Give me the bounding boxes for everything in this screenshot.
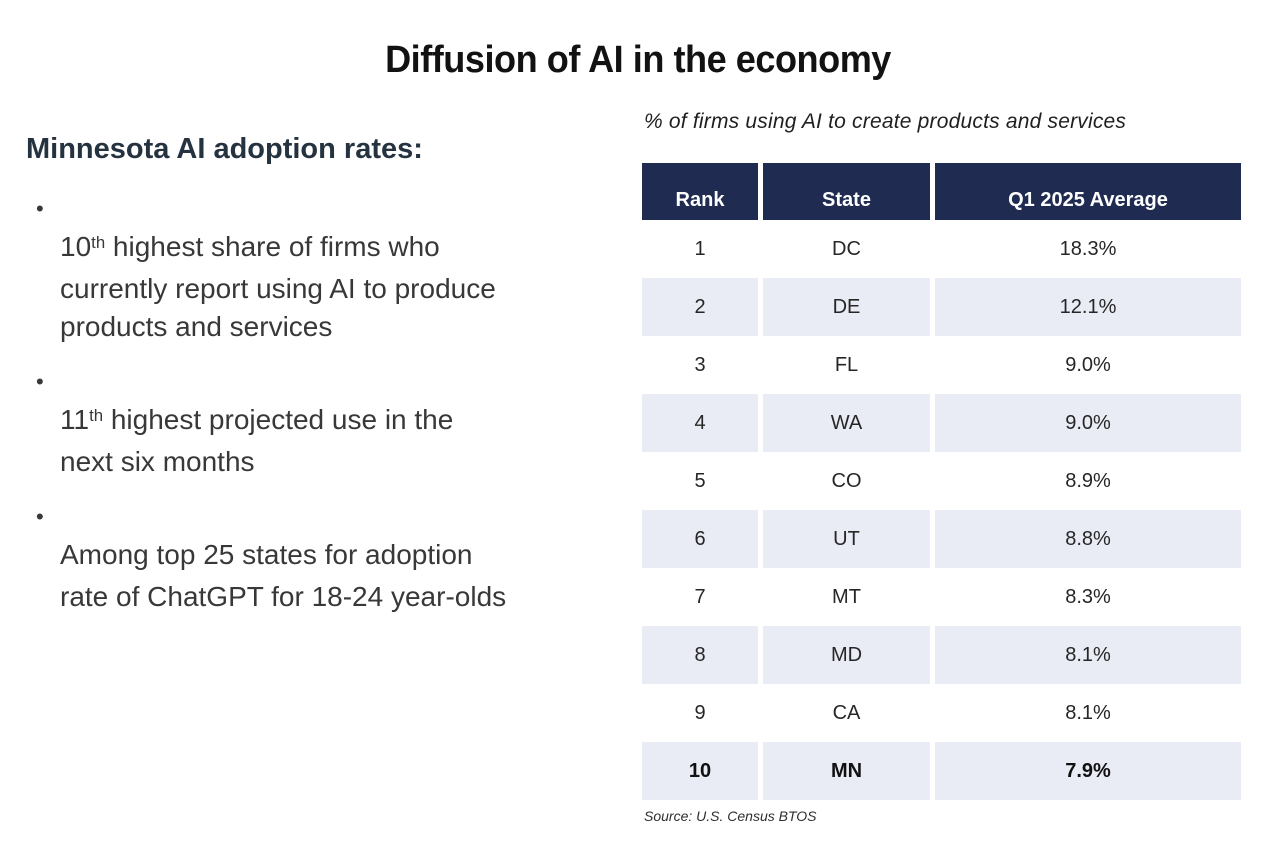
bullet-superscript: th bbox=[89, 405, 104, 425]
bullet-list: • 10th highest share of firms who current… bbox=[26, 190, 606, 616]
cell-rank: 2 bbox=[642, 278, 758, 336]
bullet-marker: • bbox=[36, 369, 44, 394]
table-caption: % of firms using AI to create products a… bbox=[644, 110, 1127, 133]
cell-rank: 3 bbox=[642, 336, 758, 394]
cell-state: MT bbox=[763, 568, 930, 626]
bullet-item: • Among top 25 states for adoption rate o… bbox=[26, 498, 606, 616]
cell-rank: 8 bbox=[642, 626, 758, 684]
bullet-superscript: th bbox=[91, 232, 106, 252]
left-text-panel: Minnesota AI adoption rates: • 10th highe… bbox=[26, 132, 606, 633]
bullet-text: highest share of firms who currently rep… bbox=[60, 231, 496, 342]
cell-state: WA bbox=[763, 394, 930, 452]
cell-value: 12.1% bbox=[935, 278, 1241, 336]
cell-rank: 4 bbox=[642, 394, 758, 452]
ai-adoption-table: 1 DC 18.3% 2 DE 12.1% 3 FL 9.0% 4 WA 9.0… bbox=[642, 220, 1241, 800]
bullet-marker: • bbox=[36, 196, 44, 221]
cell-value: 8.1% bbox=[935, 626, 1241, 684]
cell-value: 18.3% bbox=[935, 220, 1241, 278]
table-header-row: Rank State Q1 2025 Average bbox=[642, 163, 1241, 220]
cell-state: CA bbox=[763, 684, 930, 742]
cell-value: 8.9% bbox=[935, 452, 1241, 510]
cell-state: DE bbox=[763, 278, 930, 336]
cell-value: 8.8% bbox=[935, 510, 1241, 568]
table-header-cell-state: State bbox=[763, 163, 930, 220]
source-note: Source: U.S. Census BTOS bbox=[644, 808, 817, 824]
bullet-marker: • bbox=[36, 504, 44, 529]
table-header-cell-average: Q1 2025 Average bbox=[935, 163, 1241, 220]
cell-rank: 10 bbox=[642, 742, 758, 800]
table-header-cell-rank: Rank bbox=[642, 163, 758, 220]
page-title: Diffusion of AI in the economy bbox=[385, 39, 891, 82]
cell-state: UT bbox=[763, 510, 930, 568]
cell-rank: 7 bbox=[642, 568, 758, 626]
bullet-text: highest projected use in the next six mo… bbox=[60, 404, 454, 477]
cell-state: DC bbox=[763, 220, 930, 278]
cell-rank: 5 bbox=[642, 452, 758, 510]
cell-value: 8.1% bbox=[935, 684, 1241, 742]
cell-value: 9.0% bbox=[935, 394, 1241, 452]
cell-state: MD bbox=[763, 626, 930, 684]
cell-state: MN bbox=[763, 742, 930, 800]
bullet-item: • 11th highest projected use in the next … bbox=[26, 363, 606, 481]
cell-rank: 1 bbox=[642, 220, 758, 278]
bullet-lead: 11 bbox=[60, 404, 90, 435]
cell-value: 9.0% bbox=[935, 336, 1241, 394]
bullet-text: Among top 25 states for adoption rate of… bbox=[60, 539, 507, 612]
cell-value: 8.3% bbox=[935, 568, 1241, 626]
cell-state: FL bbox=[763, 336, 930, 394]
cell-state: CO bbox=[763, 452, 930, 510]
bullet-item: • 10th highest share of firms who current… bbox=[26, 190, 606, 346]
table-panel: % of firms using AI to create products a… bbox=[642, 0, 1252, 853]
cell-rank: 9 bbox=[642, 684, 758, 742]
cell-value: 7.9% bbox=[935, 742, 1241, 800]
cell-rank: 6 bbox=[642, 510, 758, 568]
adoption-rates-heading: Minnesota AI adoption rates: bbox=[26, 133, 423, 165]
bullet-lead: 10 bbox=[60, 231, 92, 262]
